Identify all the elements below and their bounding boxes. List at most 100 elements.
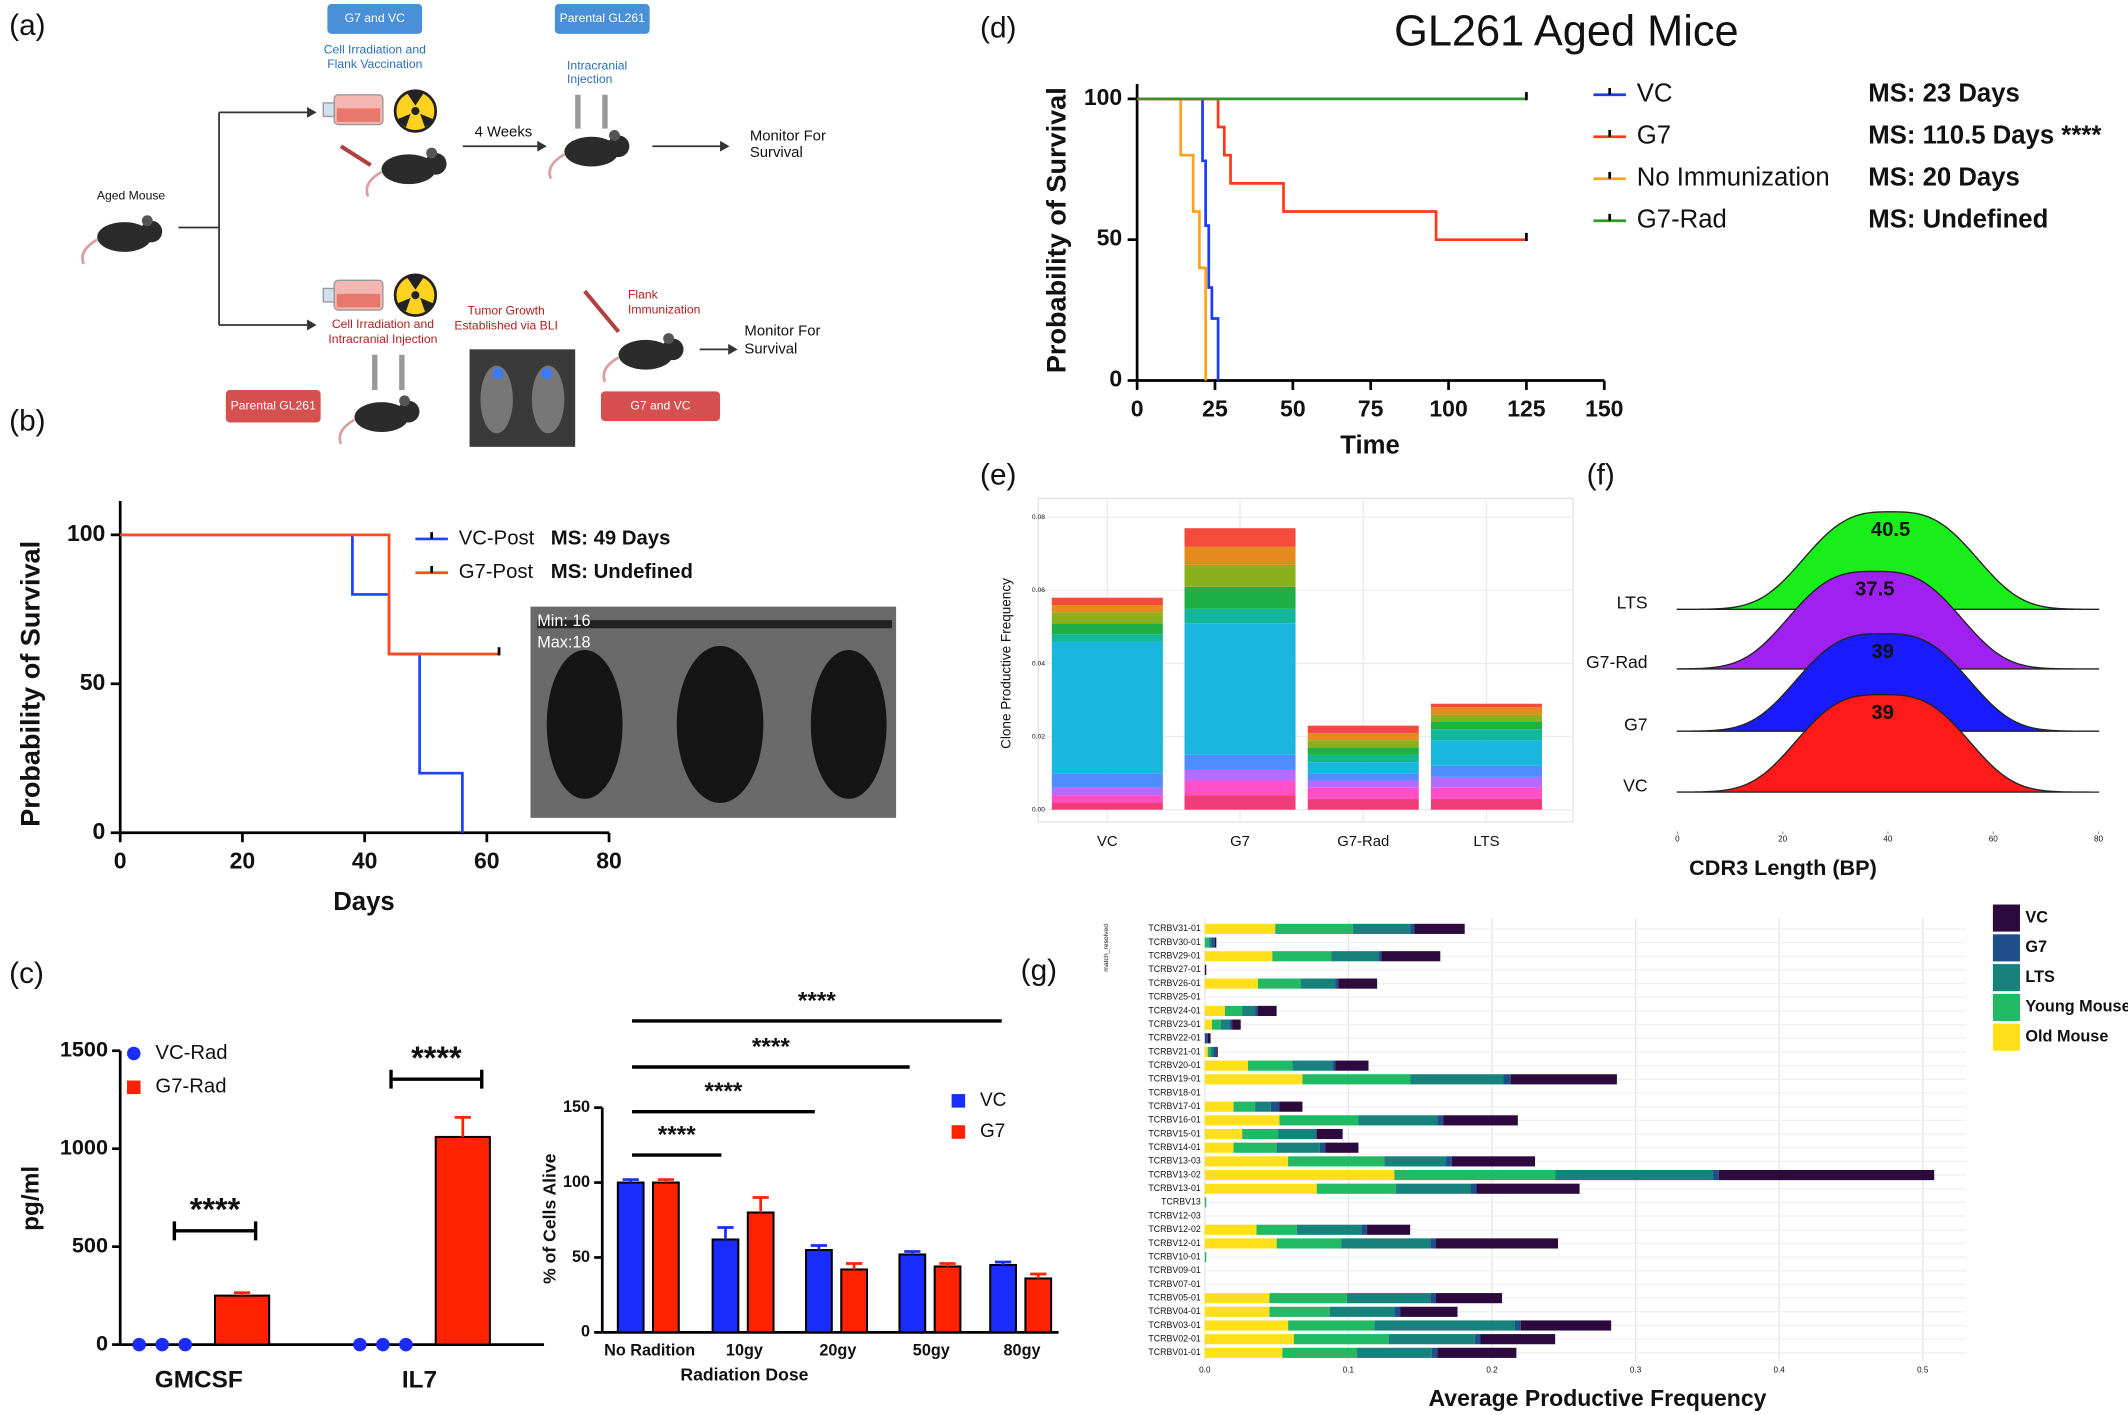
data-point: [376, 1337, 390, 1352]
y-tick-label: TCRBV18-01: [1148, 1087, 1200, 1097]
density-ridge: [1676, 633, 2100, 732]
bar-segment: [1204, 951, 1273, 962]
bar-segment: [1051, 795, 1163, 803]
error-bar: [657, 1178, 675, 1183]
bar-segment: [1316, 1128, 1343, 1140]
legend-swatch: [1992, 904, 2020, 932]
x-axis-label: Radiation Dose: [680, 1364, 808, 1384]
x-tick-label: GMCSF: [155, 1367, 243, 1394]
bar: [652, 1181, 680, 1334]
significance-label: ****: [411, 1040, 462, 1076]
diagram-label: Injection: [567, 72, 612, 86]
bar-segment: [1204, 1156, 1289, 1167]
y-tick-label: TCRBV24-01: [1148, 1005, 1200, 1015]
bar-segment: [1051, 623, 1163, 635]
series-annotation: MS: 20 Days: [1868, 164, 2020, 192]
y-axis-label: % of Cells Alive: [539, 1153, 559, 1284]
x-tick-label: 150: [1585, 395, 1623, 421]
chart-title: GL261 Aged Mice: [1394, 7, 1738, 55]
legend-label: G7: [980, 1121, 1005, 1142]
legend-marker: [126, 1046, 141, 1061]
x-tick-label: 0: [114, 848, 127, 874]
series-annotation: MS: 49 Days: [551, 527, 671, 549]
legend-label: G7-Rad: [1637, 206, 1727, 234]
diagram-label: Parental GL261: [231, 398, 316, 412]
y-tick-label: 50: [1097, 225, 1123, 251]
survival-curve: [120, 533, 464, 833]
diagram-label: Tumor Growth: [467, 304, 544, 318]
bar: [805, 1248, 833, 1334]
x-tick-label: LTS: [1473, 834, 1499, 850]
y-tick-label: LTS: [1617, 593, 1648, 613]
bar-segment: [1307, 754, 1419, 763]
y-tick-label: TCRBV17-01: [1148, 1101, 1200, 1111]
x-tick-label: 80gy: [1004, 1342, 1041, 1360]
bar-segment: [1335, 1060, 1369, 1071]
bli-mouse: [480, 365, 513, 434]
bar-segment: [1051, 773, 1163, 788]
bar-segment: [1302, 1074, 1411, 1085]
bar-segment: [1414, 923, 1465, 934]
bar-segment: [1514, 1320, 1521, 1331]
bli-signal: [541, 368, 553, 380]
bar-segment: [1374, 1320, 1515, 1331]
x-tick-label: 0.4: [1774, 1365, 1786, 1374]
legend-swatch: [1992, 964, 2020, 992]
bar-segment: [1204, 1101, 1234, 1112]
mouse-icon: [365, 146, 448, 198]
bar-segment: [1269, 1293, 1347, 1304]
ridge-value-label: 39: [1871, 702, 1894, 724]
x-tick-label: G7: [1230, 834, 1250, 850]
bar-segment: [1332, 1060, 1336, 1071]
y-tick-label: 1500: [60, 1036, 108, 1061]
y-tick-label: 0.04: [1032, 660, 1045, 667]
y-tick-label: 100: [563, 1173, 590, 1191]
y-tick-label: TCRBV29-01: [1148, 951, 1200, 961]
diagram-label: 4 Weeks: [475, 125, 533, 141]
error-bar: [939, 1262, 956, 1267]
y-tick-label: TCRBV31-01: [1148, 923, 1200, 933]
bar-segment: [1204, 1142, 1234, 1153]
x-tick-label: 0.3: [1630, 1365, 1642, 1374]
y-tick-label: TCRBV02-01: [1148, 1334, 1200, 1344]
ridge-value-label: 39: [1871, 641, 1894, 663]
bar-segment: [1430, 703, 1542, 708]
bar-segment: [1204, 1019, 1213, 1030]
bar-segment: [1207, 1033, 1211, 1044]
bar-segment: [1381, 951, 1441, 962]
bar-segment: [1275, 923, 1353, 934]
x-axis-label: Days: [333, 888, 394, 916]
bar-segment: [1204, 1197, 1207, 1208]
diagram-label: Monitor For: [744, 324, 820, 340]
bar-segment: [1204, 1128, 1243, 1140]
bar-segment: [1293, 1334, 1389, 1345]
bar-segment: [1388, 1334, 1475, 1345]
mouse-icon: [338, 394, 421, 446]
bar-segment: [1204, 1115, 1280, 1126]
y-tick-label: 50: [572, 1248, 590, 1266]
bar-segment: [1051, 641, 1163, 774]
x-tick-label: 60: [1989, 835, 1999, 844]
bar-segment: [1229, 1019, 1233, 1030]
x-tick-label: 125: [1507, 395, 1546, 421]
bar-segment: [1307, 798, 1419, 810]
bar-segment: [1288, 1320, 1375, 1331]
y-tick-label: TCRBV15-01: [1148, 1128, 1200, 1138]
bar-segment: [1394, 1306, 1401, 1317]
bar: [898, 1253, 927, 1334]
error-bar: [994, 1260, 1012, 1265]
bar-segment: [1184, 564, 1296, 587]
legend-label: VC: [1637, 80, 1673, 108]
legend-label: G7: [1637, 122, 1671, 150]
error-bar: [233, 1291, 251, 1296]
bar-segment: [1282, 1347, 1358, 1358]
x-tick-label: 100: [1429, 395, 1467, 421]
x-tick-label: VC: [1097, 834, 1118, 850]
x-axis-label: Time: [1340, 432, 1400, 460]
bar-segment: [1470, 1183, 1477, 1194]
bar: [840, 1268, 868, 1334]
diagram-label: Aged Mouse: [97, 189, 166, 203]
error-bar: [717, 1226, 734, 1240]
y-tick-label: TCRBV22-01: [1148, 1033, 1200, 1043]
